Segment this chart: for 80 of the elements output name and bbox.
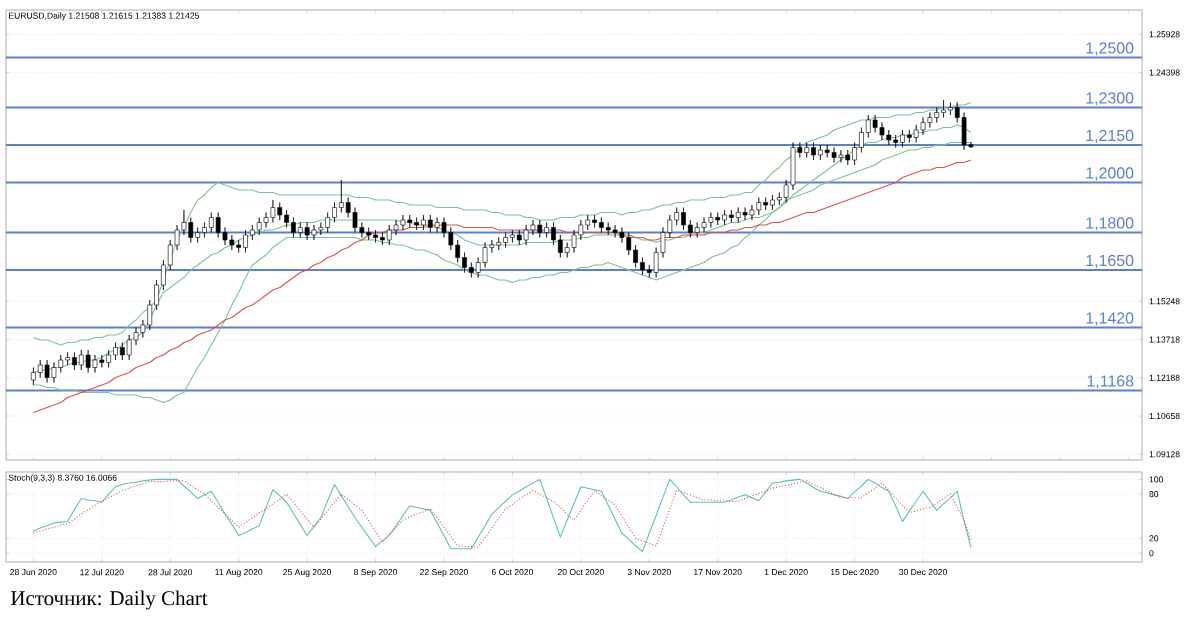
candlestick: [824, 144, 830, 158]
candlestick: [44, 359, 50, 383]
candlestick: [380, 232, 385, 246]
candlestick: [804, 142, 810, 158]
candlestick: [414, 217, 419, 231]
candlestick: [941, 99, 946, 118]
candlestick: [920, 117, 926, 136]
candlestick: [872, 114, 878, 133]
candlestick: [304, 222, 310, 241]
candlestick: [818, 144, 823, 161]
candlestick: [37, 359, 43, 378]
candlestick: [831, 147, 837, 163]
candlestick: [65, 352, 70, 366]
candlestick: [927, 112, 933, 128]
candlestick: [537, 219, 543, 238]
candlestick: [503, 232, 508, 248]
candlestick: [735, 207, 741, 223]
candlestick: [72, 352, 77, 371]
candlestick: [400, 214, 406, 231]
candlestick: [366, 227, 372, 241]
candlestick: [92, 354, 98, 373]
candlestick: [681, 207, 686, 231]
candlestick: [113, 342, 118, 361]
candlestick: [277, 202, 283, 221]
candlestick: [188, 217, 194, 243]
candlestick: [106, 349, 111, 368]
candlestick: [31, 367, 36, 386]
candlestick: [297, 222, 303, 238]
candlestick: [913, 124, 919, 143]
candlestick: [523, 224, 529, 246]
candlestick: [770, 194, 775, 211]
candlestick: [763, 197, 768, 211]
candlestick: [407, 214, 413, 228]
candlestick: [496, 237, 502, 251]
candlestick: [85, 349, 91, 373]
candlestick: [510, 229, 515, 243]
candlestick: [291, 217, 296, 238]
candlestick: [544, 222, 549, 238]
candlestick: [605, 222, 611, 236]
candlestick: [749, 204, 755, 221]
candlestick: [256, 217, 262, 236]
candlestick: [386, 224, 392, 246]
candlestick: [270, 199, 276, 223]
candlestick: [742, 207, 748, 221]
candlestick: [119, 342, 125, 361]
candlestick: [373, 229, 378, 243]
candlestick: [78, 349, 84, 371]
candlestick: [934, 107, 940, 123]
candlestick: [421, 214, 426, 231]
candlestick: [886, 129, 892, 146]
candlestick: [126, 334, 132, 361]
candlestick: [599, 217, 604, 233]
candlestick: [51, 362, 57, 383]
candlestick: [99, 354, 105, 368]
candlestick: [215, 212, 221, 238]
candlestick: [948, 102, 953, 116]
candlestick: [311, 224, 317, 241]
candlestick: [516, 229, 522, 246]
candlestick: [612, 224, 618, 238]
candlestick: [592, 214, 597, 228]
candlestick: [722, 209, 727, 226]
candlestick: [838, 149, 844, 163]
candlestick: [708, 212, 714, 228]
candlestick: [893, 134, 898, 148]
candlestick: [701, 217, 707, 233]
candlestick: [729, 209, 734, 223]
candlestick: [694, 222, 700, 238]
candlestick: [208, 212, 214, 233]
candlestick: [229, 234, 235, 251]
candlestick: [900, 129, 905, 148]
candlestick: [434, 217, 440, 233]
candlestick: [811, 142, 816, 161]
candlestick: [243, 229, 248, 253]
candlestick: [906, 129, 912, 143]
text: Источник: Daily Chart: [10, 590, 208, 610]
candlestick: [427, 214, 433, 233]
candlestick: [756, 197, 762, 216]
candlestick: [715, 212, 721, 226]
candlestick: [879, 122, 885, 141]
candlestick: [845, 149, 851, 166]
